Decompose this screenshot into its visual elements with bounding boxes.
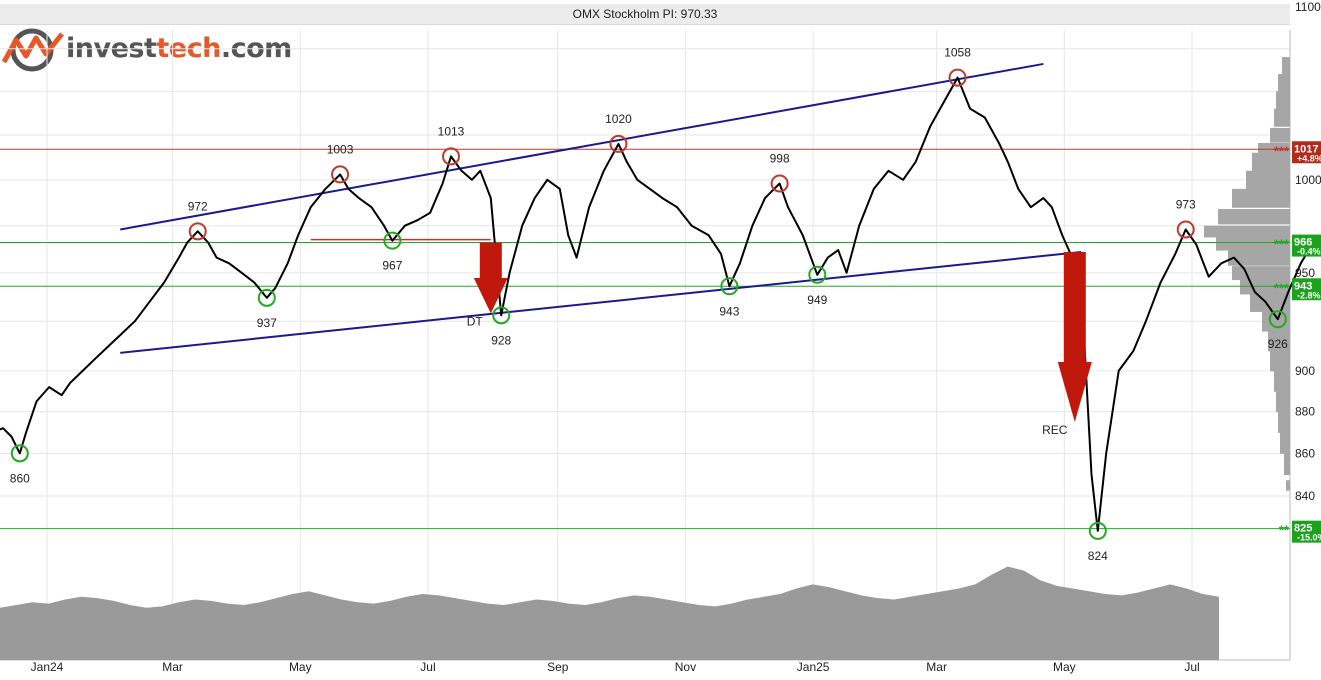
volume-profile-bar bbox=[1276, 91, 1290, 110]
y-tick-label-860: 860 bbox=[1295, 446, 1315, 460]
pivot-high-circle bbox=[770, 174, 789, 193]
pivot-low-circle bbox=[257, 288, 276, 307]
pivot-label-972: 972 bbox=[188, 199, 208, 213]
pivot-label-967: 967 bbox=[382, 259, 402, 273]
level-stars-943: *** bbox=[1274, 280, 1290, 295]
level-value-966: 966 bbox=[1294, 237, 1312, 249]
level-stars-966: *** bbox=[1274, 237, 1290, 252]
trend-channel-lower bbox=[120, 250, 1082, 354]
volume-profile-bar bbox=[1232, 266, 1290, 281]
x-tick-label-2: May bbox=[289, 660, 312, 674]
x-tick-label-8: May bbox=[1053, 660, 1076, 674]
y-tick-label-950: 950 bbox=[1295, 266, 1315, 280]
level-tag-825 bbox=[1292, 520, 1321, 543]
pivot-label-943: 943 bbox=[719, 304, 739, 318]
level-pct-966: -0.4% bbox=[1297, 247, 1321, 257]
level-stars-825: ** bbox=[1279, 523, 1290, 538]
y-tick-label-1000: 1000 bbox=[1295, 173, 1321, 187]
price-line bbox=[0, 76, 1321, 532]
level-pct-1017: +4.8% bbox=[1297, 153, 1321, 163]
pivot-label-937: 937 bbox=[257, 316, 277, 330]
pivot-low-circle bbox=[1268, 310, 1287, 329]
volume-profile-bar bbox=[1270, 350, 1290, 372]
pivot-high-circle bbox=[948, 68, 967, 87]
x-tick-label-5: Nov bbox=[675, 660, 696, 674]
volume-profile-bar bbox=[1284, 453, 1290, 476]
level-stars-1017: *** bbox=[1274, 143, 1290, 158]
volume-profile-bar bbox=[1270, 127, 1290, 143]
x-tick-label-3: Jul bbox=[420, 660, 435, 674]
x-tick-label-7: Mar bbox=[926, 660, 947, 674]
x-tick-label-1: Mar bbox=[162, 660, 183, 674]
pivot-label-926: 926 bbox=[1268, 337, 1288, 351]
chart-title: OMX Stockholm PI: 970.33 bbox=[0, 4, 1290, 25]
level-tag-1017 bbox=[1292, 141, 1321, 164]
pivot-label-949: 949 bbox=[807, 293, 827, 307]
level-pct-943: -2.8% bbox=[1297, 290, 1321, 300]
pivot-label-928: 928 bbox=[491, 333, 511, 347]
pivot-label-1020: 1020 bbox=[605, 112, 632, 126]
pivot-high-circle bbox=[188, 222, 207, 241]
y-tick-label-880: 880 bbox=[1295, 405, 1315, 419]
volume-profile-bar bbox=[1268, 330, 1290, 352]
pivot-low-circle bbox=[492, 306, 511, 325]
level-value-825: 825 bbox=[1294, 523, 1312, 535]
x-tick-label-0: Jan24 bbox=[31, 660, 64, 674]
volume-profile-bar bbox=[1232, 188, 1290, 208]
pivot-label-1003: 1003 bbox=[327, 142, 354, 156]
pivot-high-circle bbox=[441, 147, 460, 166]
pivot-label-1013: 1013 bbox=[438, 124, 465, 138]
pivot-low-circle bbox=[383, 231, 402, 250]
pivot-label-860: 860 bbox=[10, 471, 30, 485]
volume-profile-bar bbox=[1274, 108, 1290, 127]
x-tick-label-9: Jul bbox=[1184, 660, 1199, 674]
y-tick-label-900: 900 bbox=[1295, 364, 1315, 378]
investtech-logo-icon bbox=[2, 28, 64, 72]
pattern-label-dt: DT bbox=[467, 314, 484, 328]
x-tick-label-6: Jan25 bbox=[797, 660, 830, 674]
volume-profile-bar bbox=[1278, 74, 1290, 92]
volume-profile-bar bbox=[1228, 250, 1290, 266]
pattern-label-rec: REC bbox=[1042, 423, 1068, 437]
level-tag-966 bbox=[1292, 234, 1321, 257]
volume-area bbox=[0, 566, 1219, 660]
volume-profile-bar bbox=[1218, 209, 1290, 225]
pivot-low-circle bbox=[10, 444, 29, 463]
level-pct-825: -15.0% bbox=[1297, 533, 1321, 543]
volume-profile-bar bbox=[1280, 432, 1290, 454]
x-tick-label-4: Sep bbox=[547, 660, 569, 674]
volume-profile-bar bbox=[1246, 170, 1290, 190]
level-tag-943 bbox=[1292, 278, 1321, 301]
volume-profile-bar bbox=[1204, 225, 1290, 238]
pivot-label-1058: 1058 bbox=[944, 46, 971, 60]
volume-profile-bar bbox=[1286, 480, 1290, 491]
pivot-label-824: 824 bbox=[1088, 549, 1108, 563]
pivot-high-circle bbox=[1176, 220, 1195, 239]
trend-channel-upper bbox=[120, 62, 1044, 231]
pattern-arrow-rec bbox=[1057, 252, 1092, 422]
y-tick-label-1100: 1100 bbox=[1295, 0, 1321, 14]
pivot-low-circle bbox=[720, 277, 739, 296]
pivot-high-circle bbox=[609, 134, 628, 153]
pivot-label-973: 973 bbox=[1176, 197, 1196, 211]
volume-profile-bar bbox=[1274, 370, 1290, 392]
volume-profile-bar bbox=[1252, 152, 1290, 172]
volume-profile-bar bbox=[1276, 391, 1290, 413]
pattern-arrow-dt bbox=[473, 242, 508, 314]
pivot-high-circle bbox=[331, 165, 350, 184]
y-tick-label-840: 840 bbox=[1295, 489, 1315, 503]
level-value-1017: 1017 bbox=[1294, 143, 1318, 155]
volume-profile-bar bbox=[1282, 57, 1290, 75]
pivot-low-circle bbox=[808, 265, 827, 284]
pivot-label-998: 998 bbox=[770, 151, 790, 165]
level-value-943: 943 bbox=[1294, 280, 1312, 292]
volume-profile-bar bbox=[1278, 411, 1290, 433]
pivot-low-circle bbox=[1088, 521, 1107, 540]
